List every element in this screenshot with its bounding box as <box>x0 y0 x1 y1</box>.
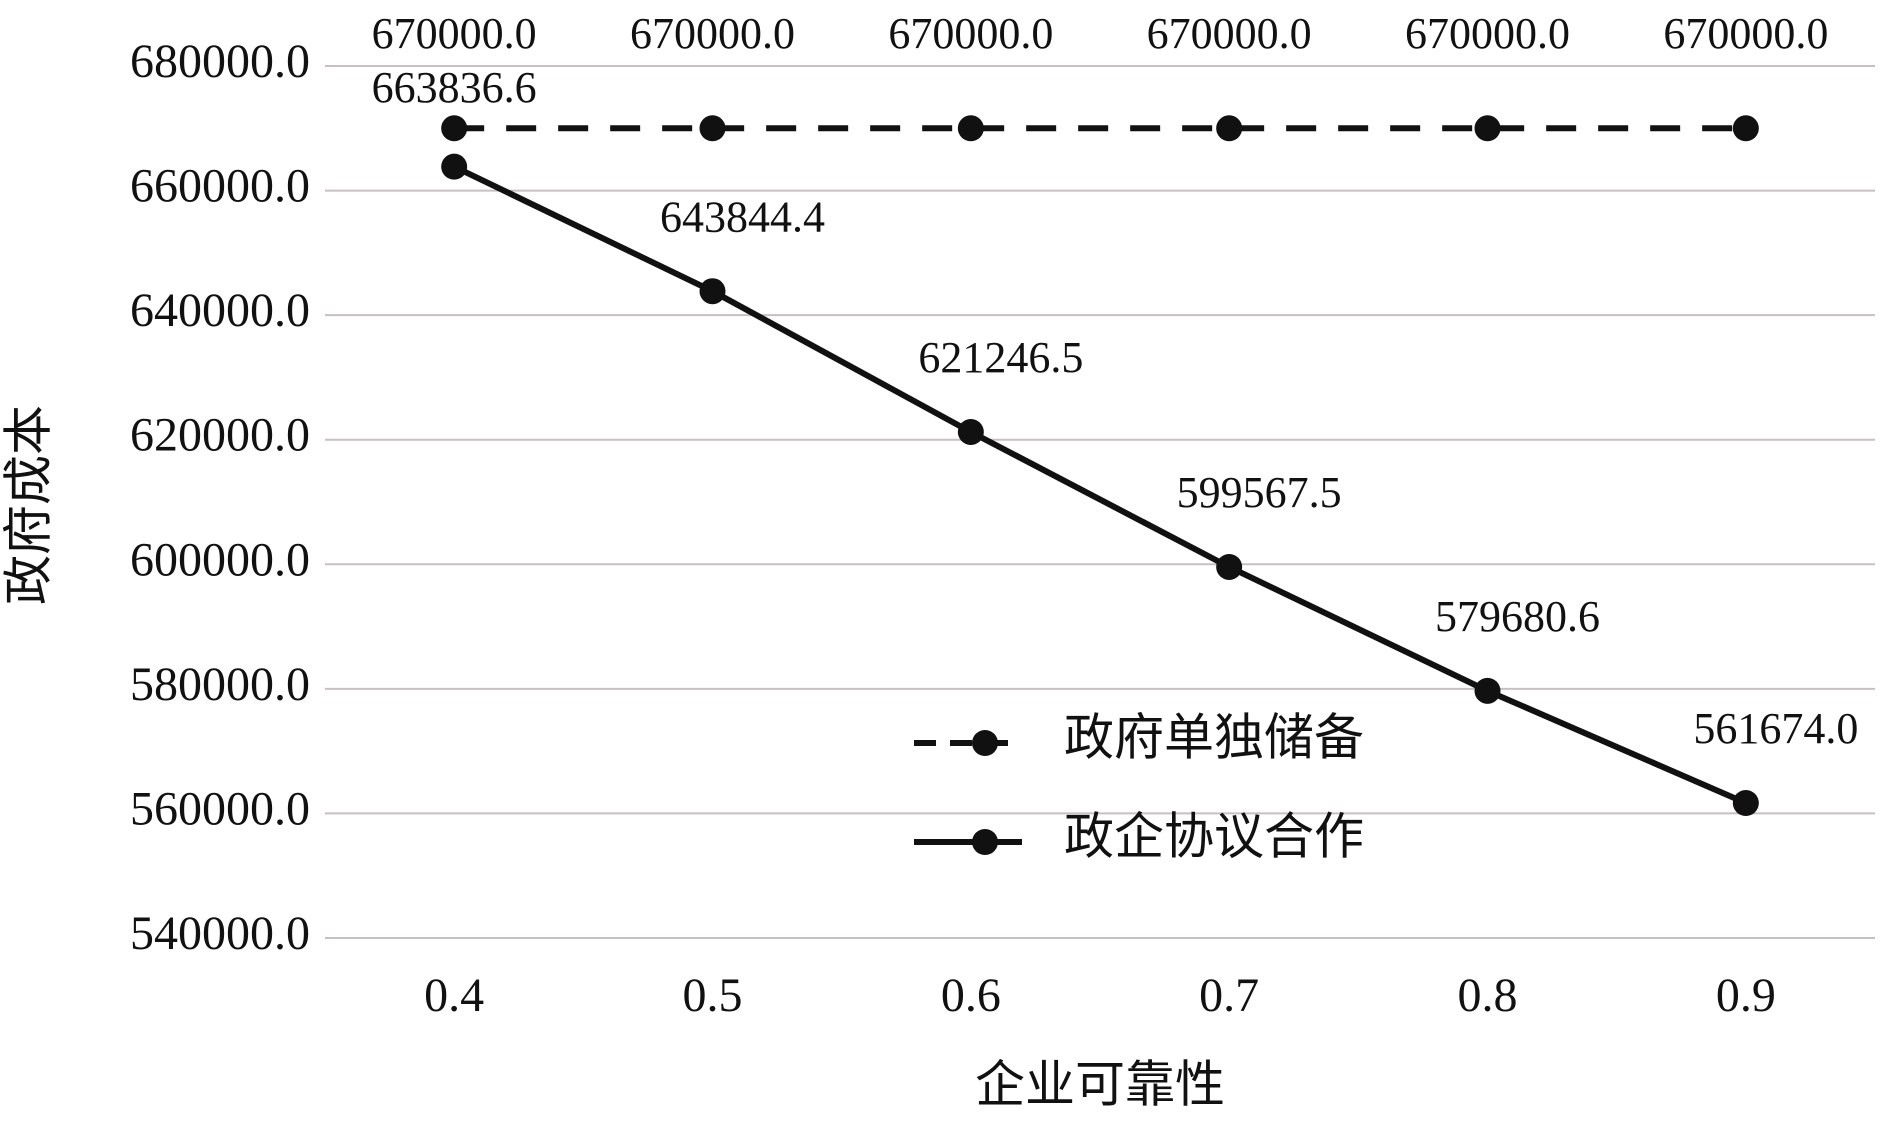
x-tick-label: 0.8 <box>1458 969 1518 1022</box>
data-label: 561674.0 <box>1693 704 1858 753</box>
series-line <box>452 163 1748 806</box>
y-axis-title: 政府成本 <box>0 405 56 605</box>
y-tick-label: 540000.0 <box>130 907 310 960</box>
data-point <box>1474 677 1501 704</box>
data-label: 599567.5 <box>1177 468 1342 517</box>
data-point <box>441 115 468 142</box>
x-axis-title: 企业可靠性 <box>975 1056 1225 1112</box>
data-point <box>1216 553 1243 580</box>
x-tick-label: 0.7 <box>1199 969 1259 1022</box>
legend-label: 政企协议合作 <box>1064 808 1364 864</box>
data-point <box>1732 790 1759 817</box>
data-label: 670000.0 <box>630 9 795 58</box>
data-label: 670000.0 <box>1663 9 1828 58</box>
legend-marker <box>972 730 998 756</box>
x-tick-label: 0.4 <box>424 969 484 1022</box>
data-label: 670000.0 <box>1147 9 1312 58</box>
y-tick-label: 660000.0 <box>130 160 310 213</box>
y-tick-label: 640000.0 <box>130 284 310 337</box>
y-tick-label: 620000.0 <box>130 409 310 462</box>
y-tick-label: 560000.0 <box>130 782 310 835</box>
data-point <box>957 418 984 445</box>
data-label: 670000.0 <box>372 9 537 58</box>
y-tick-label: 580000.0 <box>130 658 310 711</box>
x-tick-label: 0.5 <box>683 969 743 1022</box>
data-label: 670000.0 <box>1405 9 1570 58</box>
y-tick-label: 600000.0 <box>130 533 310 586</box>
data-point <box>1216 115 1243 142</box>
data-point <box>441 153 468 180</box>
data-point <box>699 278 726 305</box>
data-label: 643844.4 <box>660 192 825 241</box>
data-point <box>699 115 726 142</box>
data-point <box>1474 115 1501 142</box>
x-tick-label: 0.9 <box>1716 969 1776 1022</box>
legend-label: 政府单独储备 <box>1064 709 1364 765</box>
y-tick-label: 680000.0 <box>130 35 310 88</box>
data-label: 663836.6 <box>372 63 537 112</box>
data-label: 621246.5 <box>918 333 1083 382</box>
legend-marker <box>972 829 998 855</box>
data-point <box>1732 115 1759 142</box>
data-label: 670000.0 <box>888 9 1053 58</box>
data-point <box>957 115 984 142</box>
x-tick-label: 0.6 <box>941 969 1001 1022</box>
data-label: 579680.6 <box>1435 592 1600 641</box>
